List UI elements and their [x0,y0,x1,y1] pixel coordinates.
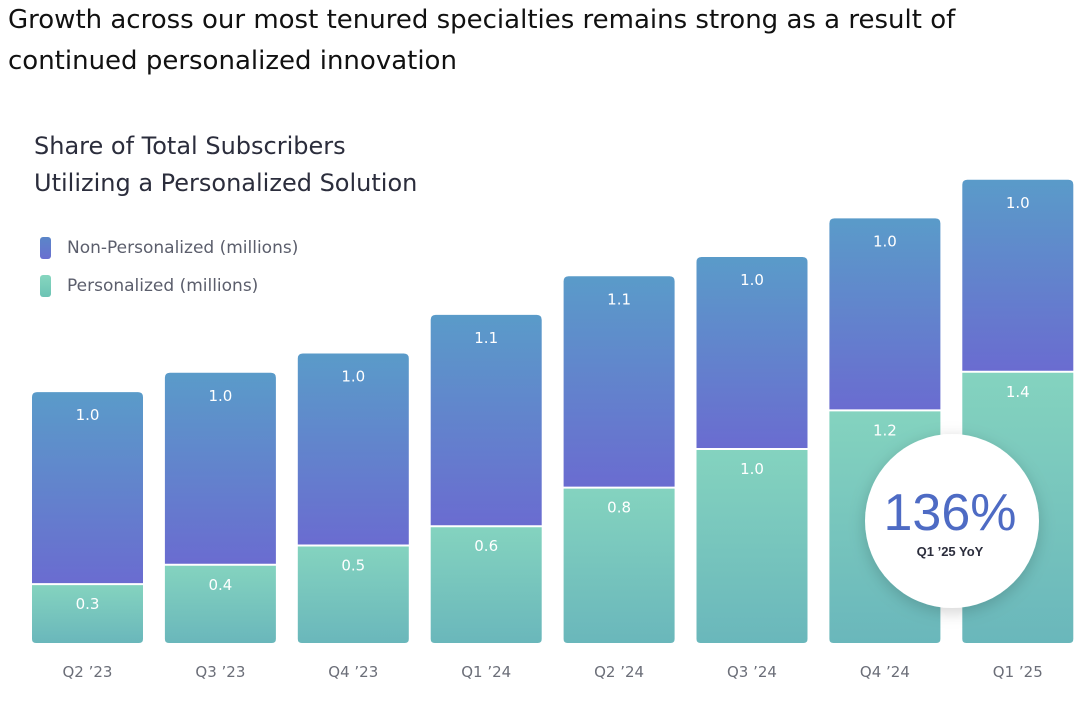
bar-label-non-personalized: 1.0 [873,232,897,250]
yoy-badge-value: 136% [884,484,1017,542]
legend-item-personalized: Personalized (millions) [40,267,298,305]
bar-label-personalized: 0.4 [208,576,232,594]
x-tick-label: Q1 ’24 [461,663,511,681]
bar-personalized [696,450,808,643]
bar-non-personalized [297,353,409,545]
headline: Growth across our most tenured specialti… [8,5,956,76]
bar-label-personalized: 1.0 [740,460,764,478]
bar-non-personalized [962,179,1074,371]
bar-group: 1.0 0.4 Q3 ’23 [164,372,276,681]
bar-group: 1.1 0.6 Q1 ’24 [430,314,542,681]
bar-label-personalized: 0.8 [607,499,631,517]
bar-group: 1.0 1.0 Q3 ’24 [696,257,808,681]
x-tick-label: Q4 ’23 [328,663,378,681]
x-tick-label: Q1 ’25 [993,663,1043,681]
bar-label-non-personalized: 1.1 [474,329,498,347]
bar-non-personalized [164,372,276,564]
legend-label-non-personalized: Non-Personalized (millions) [67,238,299,258]
bar-personalized [32,585,143,643]
bar-personalized [430,527,542,643]
bar-non-personalized [430,314,542,526]
chart-title-line1: Share of Total Subscribers [34,132,346,160]
yoy-badge-label: Q1 ’25 YoY [917,544,984,559]
yoy-badge: 136% Q1 ’25 YoY [865,434,1039,608]
bar-group: 1.0 0.5 Q4 ’23 [297,353,409,681]
bar-non-personalized [32,392,143,584]
bar-label-personalized: 1.2 [873,421,897,439]
bar-non-personalized [696,257,808,448]
chart-title-line2: Utilizing a Personalized Solution [34,169,418,197]
legend-label-personalized: Personalized (millions) [67,276,259,296]
x-tick-label: Q3 ’23 [195,663,245,681]
bar-group: 1.0 1.4 Q1 ’25 [962,179,1074,681]
x-tick-label: Q2 ’24 [594,663,644,681]
bar-label-personalized: 0.5 [341,557,365,575]
legend-item-non-personalized: Non-Personalized (millions) [40,229,298,267]
bar-label-non-personalized: 1.0 [76,406,100,424]
yoy-badge-circle [865,434,1039,608]
bar-label-personalized: 1.4 [1006,383,1030,401]
bar-label-non-personalized: 1.0 [341,368,365,386]
bar-label-personalized: 0.3 [76,595,100,613]
legend-swatch-personalized [40,275,51,297]
bar-personalized [563,488,675,643]
legend-swatch-non-personalized [40,237,51,259]
bar-label-non-personalized: 1.1 [607,290,631,308]
x-tick-label: Q3 ’24 [727,663,777,681]
bar-non-personalized [563,276,675,487]
bar-group: 1.0 0.3 Q2 ’23 [32,392,143,681]
bar-non-personalized [829,218,941,410]
bar-personalized [297,546,409,643]
x-tick-label: Q4 ’24 [860,663,910,681]
chart-title: Share of Total Subscribers Utilizing a P… [34,128,417,202]
bar-label-personalized: 0.6 [474,537,498,555]
bar-label-non-personalized: 1.0 [740,271,764,289]
bar-group: 1.1 0.8 Q2 ’24 [563,276,675,681]
x-tick-label: Q2 ’23 [63,663,113,681]
bar-label-non-personalized: 1.0 [208,387,232,405]
bar-label-non-personalized: 1.0 [1006,194,1030,212]
legend: Non-Personalized (millions) Personalized… [40,229,298,305]
bar-personalized [164,565,276,643]
